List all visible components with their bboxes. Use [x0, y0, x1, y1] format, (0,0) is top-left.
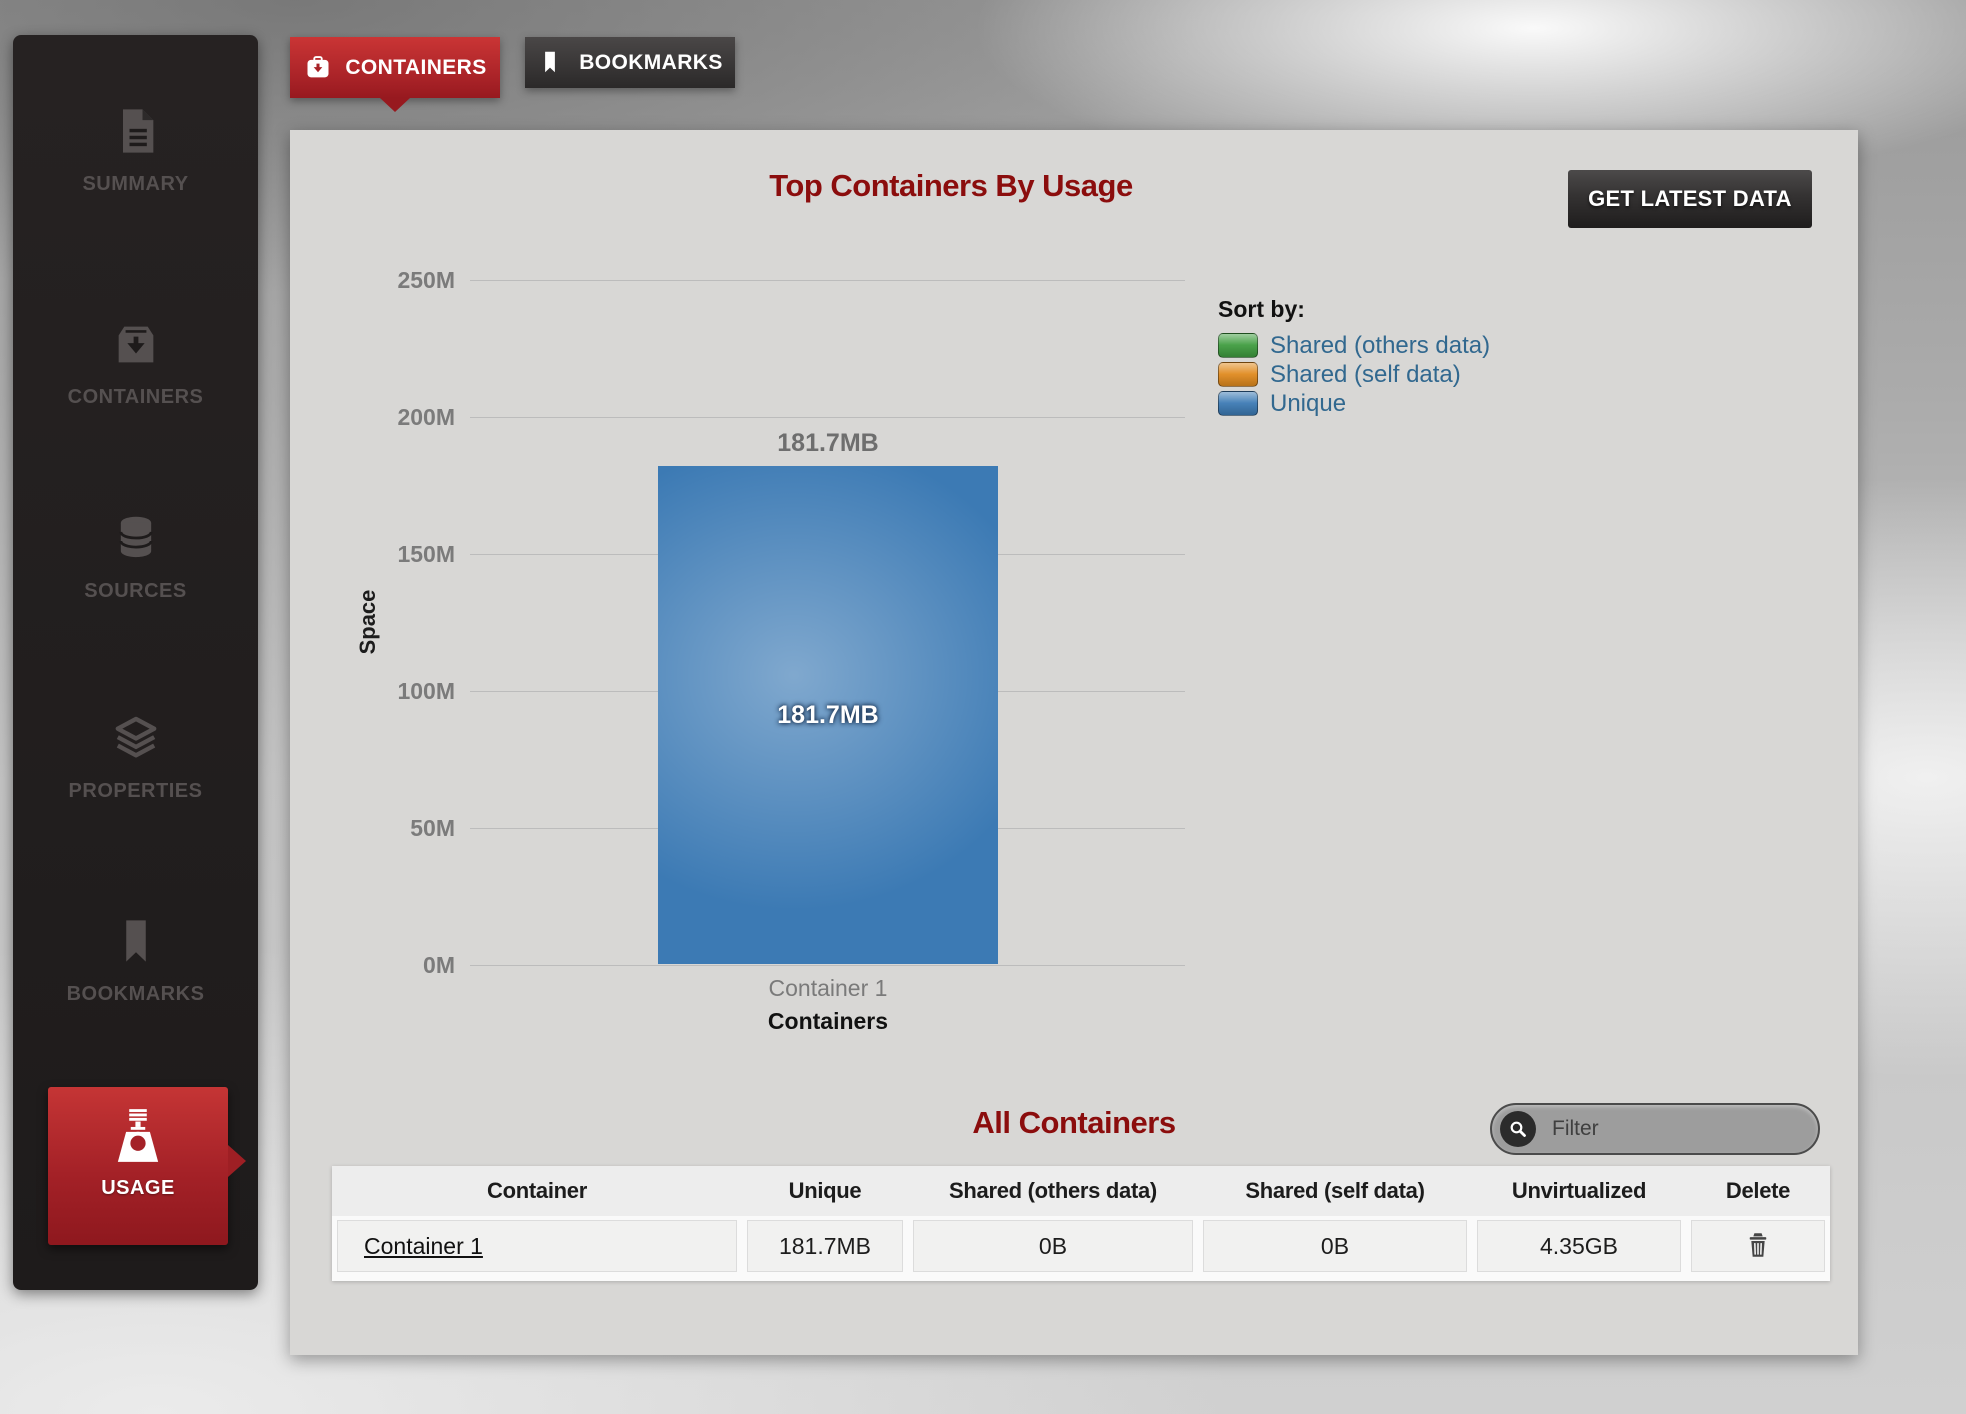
- table-row: Container 1 181.7MB 0B 0B 4.35GB: [332, 1216, 1830, 1281]
- layers-icon: [110, 712, 162, 764]
- filter-input[interactable]: [1550, 1116, 1825, 1142]
- bar-container-1[interactable]: 181.7MB: [658, 466, 998, 964]
- y-tick-label: 50M: [410, 815, 455, 841]
- scale-icon: [107, 1105, 169, 1167]
- col-header-shared-self: Shared (self data): [1245, 1178, 1425, 1203]
- delete-container-button[interactable]: [1741, 1228, 1775, 1264]
- y-axis-labels: 0M 50M 100M 150M 200M 250M: [320, 267, 455, 978]
- database-icon: [110, 512, 162, 564]
- gridline: [470, 965, 1185, 966]
- y-tick-label: 250M: [397, 267, 455, 293]
- gridline: [470, 280, 1185, 281]
- legend-title: Sort by:: [1218, 296, 1305, 322]
- sidebar-item-label: BOOKMARKS: [66, 983, 205, 1005]
- sidebar-item-label: SOURCES: [84, 580, 187, 602]
- bar-value-label-inside: 181.7MB: [777, 700, 879, 729]
- bookmark-icon: [110, 915, 162, 967]
- filter-box: [1490, 1103, 1825, 1155]
- col-header-unvirtualized: Unvirtualized: [1511, 1178, 1647, 1203]
- cell-shared-others: 0B: [913, 1220, 1193, 1272]
- cell-unique: 181.7MB: [747, 1220, 903, 1272]
- sidebar-item-label: USAGE: [101, 1177, 175, 1199]
- col-header-unique: Unique: [788, 1178, 862, 1203]
- legend-item-shared-others[interactable]: Shared (others data): [1218, 331, 1490, 360]
- sidebar-item-containers[interactable]: CONTAINERS: [13, 318, 258, 409]
- legend-item-unique[interactable]: Unique: [1218, 389, 1490, 418]
- x-category-label: Container 1: [768, 975, 888, 1001]
- bar-value-label-above: 181.7MB: [777, 429, 879, 457]
- y-axis-title: Space: [355, 589, 380, 655]
- sidebar-item-label: SUMMARY: [82, 173, 189, 195]
- sidebar-item-properties[interactable]: PROPERTIES: [13, 712, 258, 803]
- x-axis-title: Containers: [767, 1008, 889, 1034]
- col-header-container: Container: [487, 1178, 587, 1203]
- active-tab-notch: [380, 98, 410, 112]
- tab-bookmarks[interactable]: BOOKMARKS: [525, 37, 735, 88]
- cell-container-name: Container 1: [337, 1220, 737, 1272]
- sidebar-item-sources[interactable]: SOURCES: [13, 512, 258, 603]
- trash-icon: [1742, 1233, 1774, 1265]
- sidebar-item-label: PROPERTIES: [68, 780, 203, 802]
- get-latest-data-button[interactable]: GET LATEST DATA: [1568, 170, 1812, 228]
- chart-title: Top Containers By Usage: [769, 168, 1133, 203]
- tab-label: BOOKMARKS: [579, 50, 723, 74]
- gridline: [470, 417, 1185, 418]
- all-containers-title: All Containers: [972, 1105, 1176, 1140]
- orange-swatch-icon: [1218, 362, 1258, 387]
- chart-bar: 181.7MB 181.7MB: [658, 429, 998, 964]
- document-icon: [110, 105, 162, 157]
- legend-label: Shared (others data): [1270, 331, 1491, 359]
- sidebar-item-usage[interactable]: USAGE: [48, 1087, 228, 1245]
- search-icon: [1500, 1111, 1536, 1147]
- archive-box-icon: [110, 318, 162, 370]
- y-tick-label: 0M: [423, 952, 455, 978]
- legend-label: Shared (self data): [1270, 360, 1461, 388]
- cell-shared-self: 0B: [1203, 1220, 1467, 1272]
- green-swatch-icon: [1218, 333, 1258, 358]
- container-box-icon: [303, 54, 333, 82]
- sidebar: SUMMARY CONTAINERS SOURCES PROPERTIES BO…: [13, 35, 258, 1290]
- container-link[interactable]: Container 1: [364, 1232, 483, 1259]
- col-header-delete: Delete: [1725, 1178, 1791, 1203]
- tab-containers[interactable]: CONTAINERS: [290, 37, 500, 98]
- chart-plot: 181.7MB 181.7MB Container 1 Containers: [470, 280, 1185, 1034]
- legend-item-shared-self[interactable]: Shared (self data): [1218, 360, 1490, 389]
- legend-label: Unique: [1270, 389, 1347, 417]
- col-header-shared-others: Shared (others data): [949, 1178, 1157, 1203]
- bookmark-icon: [537, 49, 567, 77]
- y-tick-label: 200M: [397, 404, 455, 430]
- y-tick-label: 100M: [397, 678, 455, 704]
- cell-delete: [1691, 1220, 1825, 1272]
- sidebar-item-summary[interactable]: SUMMARY: [13, 105, 258, 196]
- chart-legend: Sort by: Shared (others data) Shared (se…: [1218, 296, 1490, 418]
- active-item-arrow: [228, 1145, 246, 1177]
- containers-table: Container Unique Shared (others data) Sh…: [332, 1166, 1830, 1281]
- sidebar-item-label: CONTAINERS: [67, 386, 204, 408]
- sidebar-item-bookmarks[interactable]: BOOKMARKS: [13, 915, 258, 1006]
- cell-unvirtualized: 4.35GB: [1477, 1220, 1681, 1272]
- y-tick-label: 150M: [397, 541, 455, 567]
- tab-label: CONTAINERS: [345, 55, 487, 79]
- blue-swatch-icon: [1218, 391, 1258, 416]
- table-header-row: Container Unique Shared (others data) Sh…: [332, 1166, 1830, 1216]
